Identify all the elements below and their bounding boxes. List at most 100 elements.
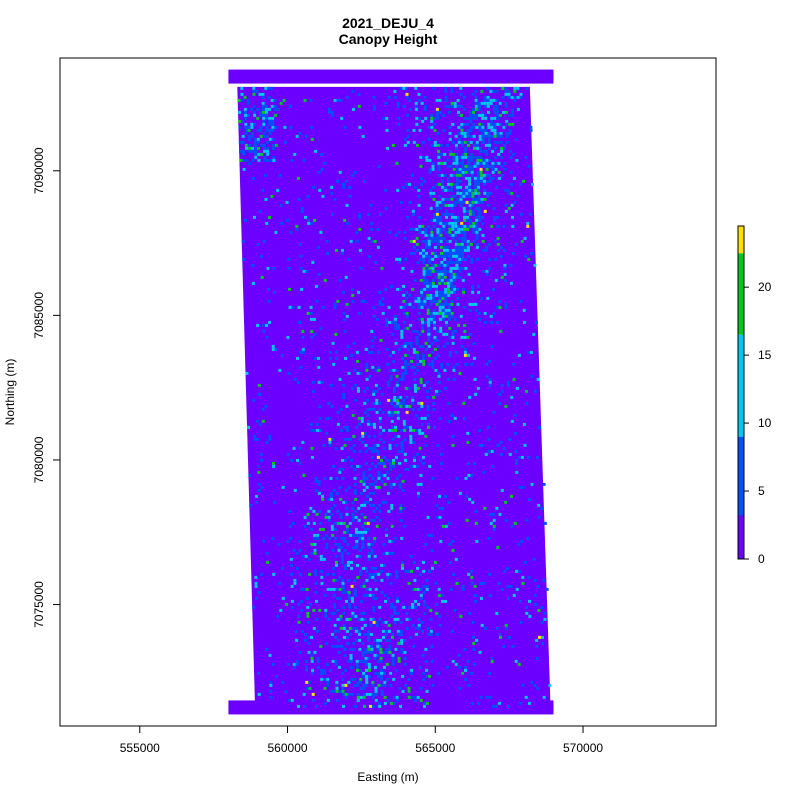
raster-cell: [367, 350, 371, 354]
raster-cell: [497, 152, 501, 156]
raster-cell: [395, 698, 399, 702]
raster-cell: [384, 629, 388, 633]
raster-cell: [540, 506, 544, 510]
raster-cell: [471, 92, 475, 96]
raster-cell: [266, 158, 270, 162]
raster-cell: [444, 494, 447, 498]
raster-cell: [451, 548, 455, 552]
raster-cell: [376, 659, 380, 663]
raster-cell: [325, 641, 329, 645]
raster-cell: [363, 401, 367, 405]
raster-cell: [436, 353, 440, 357]
raster-cell: [383, 482, 387, 486]
raster-cell: [456, 182, 459, 186]
raster-cell: [265, 560, 269, 564]
y-tick-label: 7075000: [32, 581, 46, 628]
raster-cell: [484, 128, 488, 132]
raster-cell: [306, 194, 310, 198]
raster-cell: [434, 254, 438, 258]
raster-cell: [445, 143, 449, 147]
raster-cell: [334, 536, 338, 540]
raster-cell: [441, 212, 445, 216]
raster-cell: [476, 176, 480, 180]
raster-cell: [458, 260, 462, 264]
raster-cell: [364, 650, 368, 654]
raster-cell: [328, 536, 332, 540]
raster-cell: [420, 293, 424, 297]
raster-cell: [517, 455, 521, 459]
raster-cell: [511, 122, 515, 126]
raster-cell: [508, 131, 512, 135]
raster-cell: [508, 635, 511, 639]
raster-cell: [344, 458, 347, 462]
raster-cell: [399, 395, 403, 399]
raster-cell: [483, 182, 486, 186]
raster-cell: [431, 164, 435, 168]
raster-cell: [483, 626, 487, 630]
raster-cell: [462, 212, 466, 216]
raster-cell: [393, 611, 397, 615]
raster-cell: [349, 656, 353, 660]
raster-cell: [453, 101, 457, 105]
raster-cell: [243, 95, 247, 99]
raster-cell: [417, 302, 421, 306]
raster-cell: [388, 230, 392, 234]
raster-cell: [451, 215, 454, 219]
raster-cell: [361, 539, 365, 543]
raster-cell: [392, 464, 396, 468]
raster-cell: [443, 161, 447, 165]
raster-cell: [354, 614, 358, 618]
raster-cell: [303, 515, 307, 519]
raster-cell: [499, 122, 503, 126]
raster-cell: [349, 560, 353, 564]
raster-cell: [366, 500, 370, 504]
raster-cell: [507, 191, 511, 195]
raster-cell: [400, 335, 404, 339]
raster-cell: [261, 101, 265, 105]
raster-cell: [456, 98, 460, 102]
raster-cell: [326, 572, 330, 576]
raster-cell: [343, 653, 347, 657]
raster-cell: [274, 347, 278, 351]
raster-cell: [474, 392, 478, 396]
raster-cell: [450, 311, 454, 315]
raster-cell: [370, 338, 374, 342]
raster-cell: [542, 578, 546, 582]
raster-cell: [403, 662, 407, 666]
raster-cell: [307, 641, 311, 645]
raster-cell: [499, 452, 503, 456]
raster-cell: [498, 299, 502, 303]
raster-cell: [385, 647, 389, 651]
raster-cell: [251, 263, 255, 267]
raster-cell: [448, 131, 452, 135]
raster-cell: [412, 245, 416, 249]
raster-cell: [458, 371, 462, 375]
raster-cell: [422, 569, 426, 573]
raster-cell: [405, 290, 409, 294]
raster-cell: [250, 134, 254, 138]
raster-cell: [256, 140, 260, 144]
raster-cell: [345, 506, 349, 510]
raster-cell: [391, 551, 395, 555]
raster-cell: [337, 548, 341, 552]
raster-cell: [317, 491, 321, 495]
raster-cell: [320, 569, 324, 573]
raster-cell: [333, 623, 337, 627]
raster-cell: [257, 482, 261, 486]
raster-cell: [384, 317, 388, 321]
raster-cell: [316, 665, 320, 669]
raster-cell: [457, 653, 461, 657]
raster-cell: [421, 320, 424, 324]
raster-cell: [395, 596, 399, 600]
raster-cell: [475, 125, 479, 129]
raster-cell: [434, 251, 437, 255]
raster-cell: [321, 527, 325, 531]
raster-cell: [338, 485, 342, 489]
raster-cell: [494, 278, 498, 282]
raster-cell: [311, 380, 315, 384]
raster-cell: [429, 317, 433, 321]
raster-cell: [450, 212, 454, 216]
raster-cell: [492, 104, 496, 108]
raster-cell: [452, 173, 456, 177]
raster-cell: [463, 239, 467, 243]
